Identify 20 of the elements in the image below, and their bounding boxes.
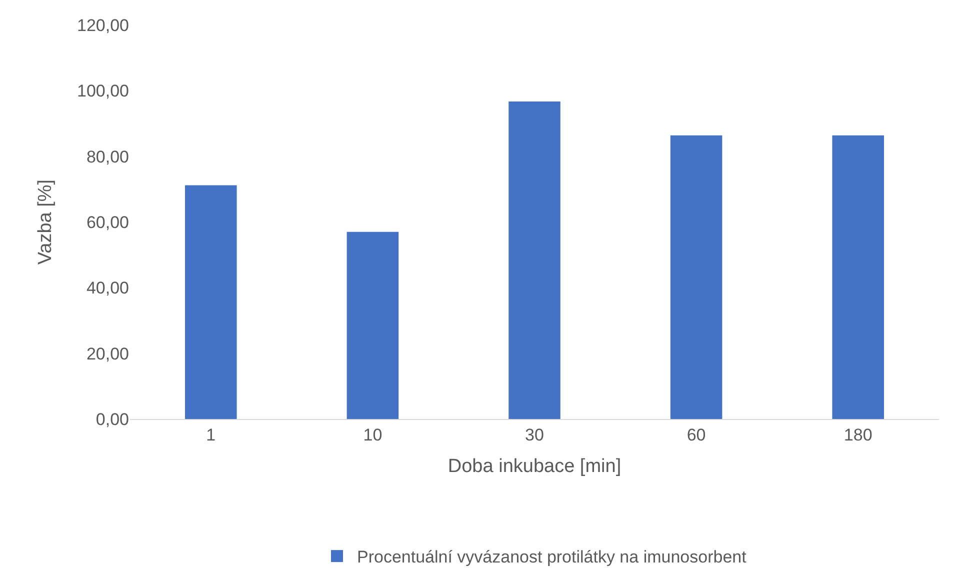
x-axis-title: Doba inkubace [min] <box>448 456 622 478</box>
y-tick-label: 100,00 <box>77 82 129 101</box>
y-axis-title: Vazba [%] <box>34 179 56 265</box>
bar <box>670 135 722 419</box>
y-tick-label: 0,00 <box>96 410 129 429</box>
y-tick-label: 80,00 <box>86 147 129 166</box>
x-tick-label: 10 <box>363 425 382 444</box>
y-tick-label: 20,00 <box>86 344 129 364</box>
x-tick-label: 60 <box>686 425 706 444</box>
y-tick-label: 120,00 <box>77 16 129 35</box>
legend-label: Procentuální vyvázanost protilátky na imunosorbent <box>357 548 747 567</box>
bar <box>832 135 884 419</box>
y-tick-label: 40,00 <box>86 278 129 298</box>
bar <box>508 102 560 419</box>
bar <box>185 185 237 419</box>
x-tick-label: 1 <box>206 425 216 444</box>
y-tick-label: 60,00 <box>86 212 129 232</box>
x-tick-label: 30 <box>525 425 544 444</box>
bar <box>346 232 399 419</box>
x-tick-label: 180 <box>844 425 872 444</box>
